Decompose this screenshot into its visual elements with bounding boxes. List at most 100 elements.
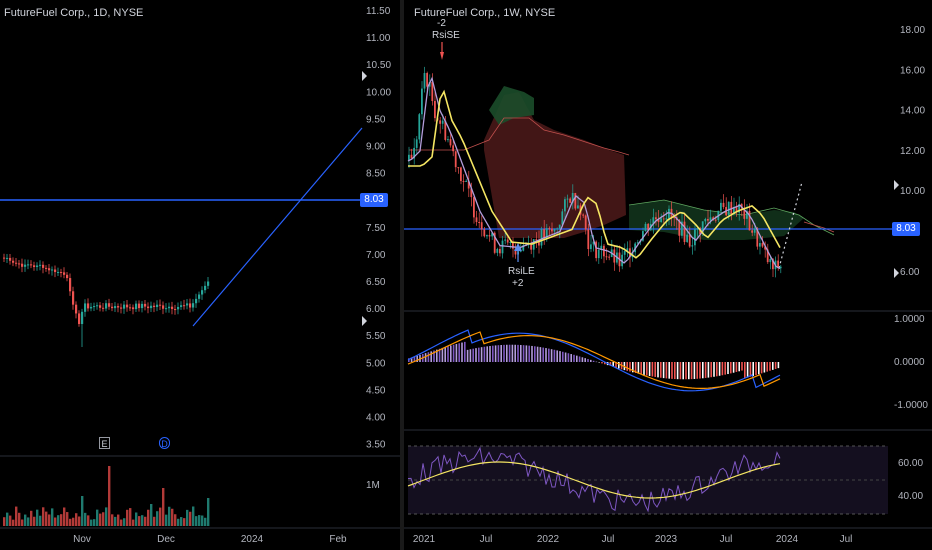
macd-histogram-bar bbox=[772, 362, 774, 370]
candle-body bbox=[426, 73, 428, 87]
candle-body bbox=[6, 257, 9, 259]
candle-body bbox=[613, 249, 616, 263]
weekly-chart-pane[interactable]: FutureFuel Corp., 1W, NYSE 18.00 16.00 14.… bbox=[404, 0, 932, 550]
candle-body bbox=[691, 245, 694, 247]
macd-histogram-bar bbox=[475, 348, 477, 362]
macd-histogram-bar bbox=[752, 362, 754, 376]
daily-chart-canvas[interactable]: 11.5011.0010.5010.009.509.008.508.007.50… bbox=[0, 0, 400, 550]
volume-bar bbox=[36, 509, 39, 526]
scroll-marker-icon[interactable] bbox=[362, 316, 367, 326]
volume-bar bbox=[144, 516, 147, 526]
earnings-event-icon[interactable]: E bbox=[99, 437, 110, 449]
macd-histogram-bar bbox=[550, 349, 553, 362]
volume-bar bbox=[204, 517, 207, 526]
candle-body bbox=[171, 306, 174, 310]
candle-body bbox=[519, 250, 522, 252]
candle-body bbox=[595, 241, 597, 259]
macd-histogram-bar bbox=[520, 344, 522, 362]
candle-body bbox=[454, 151, 457, 168]
macd-histogram-bar bbox=[651, 362, 654, 377]
volume-bar bbox=[51, 508, 54, 526]
candle-body bbox=[704, 218, 707, 222]
candle-body bbox=[514, 248, 517, 255]
candle-body bbox=[90, 306, 93, 309]
candle-body bbox=[753, 228, 756, 233]
candle-body bbox=[457, 167, 460, 169]
volume-bar bbox=[180, 517, 183, 526]
macd-histogram-bar bbox=[679, 362, 682, 380]
dividend-event-icon[interactable]: D bbox=[159, 437, 170, 449]
volume-bar bbox=[45, 511, 48, 526]
candle-body bbox=[483, 229, 486, 237]
daily-chart-pane[interactable]: FutureFuel Corp., 1D, NYSE 11.50 11.00 10.… bbox=[0, 0, 400, 550]
time-axis-label: Dec bbox=[157, 534, 175, 545]
macd-histogram-bar bbox=[763, 362, 766, 373]
candle-body bbox=[54, 269, 57, 273]
candle-body bbox=[761, 243, 764, 247]
candle-body bbox=[743, 208, 746, 219]
scroll-marker-icon[interactable] bbox=[894, 180, 899, 190]
volume-bar bbox=[189, 511, 192, 526]
price-axis-label: 16.00 bbox=[900, 65, 925, 76]
volume-bar bbox=[150, 504, 153, 526]
candle-body bbox=[24, 264, 27, 267]
time-axis-label: Jul bbox=[720, 534, 733, 545]
rsi-moving-average bbox=[407, 461, 781, 499]
macd-histogram-bar bbox=[643, 362, 645, 375]
macd-histogram-bar bbox=[615, 362, 617, 368]
macd-histogram-bar bbox=[466, 349, 469, 362]
candle-body bbox=[27, 264, 30, 266]
volume-bar bbox=[21, 519, 24, 526]
candle-body bbox=[183, 305, 186, 307]
candle-body bbox=[189, 303, 192, 308]
time-axis-label: Feb bbox=[329, 534, 347, 545]
macd-histogram-bar bbox=[676, 362, 679, 380]
time-axis-label: 2023 bbox=[655, 534, 678, 545]
macd-axis-label: 0.0000 bbox=[894, 357, 925, 368]
volume-bar bbox=[24, 514, 27, 526]
candle-body bbox=[180, 305, 183, 307]
macd-histogram-bar bbox=[567, 353, 570, 362]
candle-body bbox=[545, 228, 548, 238]
cloud-edge bbox=[803, 221, 835, 233]
candle-body bbox=[686, 234, 688, 242]
candle-body bbox=[144, 303, 147, 307]
candle-body bbox=[117, 306, 120, 308]
candle-body bbox=[678, 219, 681, 236]
volume-bar bbox=[6, 512, 9, 526]
macd-histogram-bar bbox=[553, 349, 556, 362]
volume-bar bbox=[90, 519, 93, 526]
pane-divider[interactable] bbox=[400, 0, 404, 550]
price-axis-label: 4.00 bbox=[366, 413, 386, 424]
candle-body bbox=[683, 221, 686, 242]
rsi-axis-label: 40.00 bbox=[898, 491, 923, 502]
volume-bar bbox=[171, 508, 174, 526]
candle-body bbox=[42, 264, 45, 268]
macd-histogram-bar bbox=[688, 362, 690, 380]
candle-body bbox=[538, 240, 540, 246]
scroll-marker-icon[interactable] bbox=[894, 268, 899, 278]
macd-histogram-bar bbox=[696, 362, 698, 379]
scroll-marker-icon[interactable] bbox=[362, 71, 367, 81]
candle-body bbox=[735, 206, 738, 213]
price-axis-label: 10.50 bbox=[366, 60, 391, 71]
candle-body bbox=[18, 263, 21, 265]
candle-body bbox=[584, 215, 587, 230]
macd-histogram-bar bbox=[539, 347, 542, 362]
volume-bar bbox=[78, 516, 81, 526]
candle-body bbox=[48, 268, 51, 271]
macd-histogram-bar bbox=[710, 362, 712, 378]
candle-body bbox=[198, 294, 201, 299]
candle-body bbox=[642, 231, 644, 241]
volume-bar bbox=[60, 514, 63, 526]
volume-bar bbox=[75, 513, 78, 526]
candle-body bbox=[168, 306, 171, 309]
candle-body bbox=[644, 223, 647, 232]
candle-body bbox=[192, 303, 195, 308]
candle-body bbox=[543, 229, 545, 238]
candle-body bbox=[423, 73, 426, 89]
volume-bar bbox=[33, 516, 36, 526]
macd-histogram-bar bbox=[749, 362, 752, 377]
candle-body bbox=[577, 205, 579, 209]
weekly-chart-canvas[interactable]: 18.0016.0014.0012.0010.008.006.001.00000… bbox=[404, 0, 932, 550]
